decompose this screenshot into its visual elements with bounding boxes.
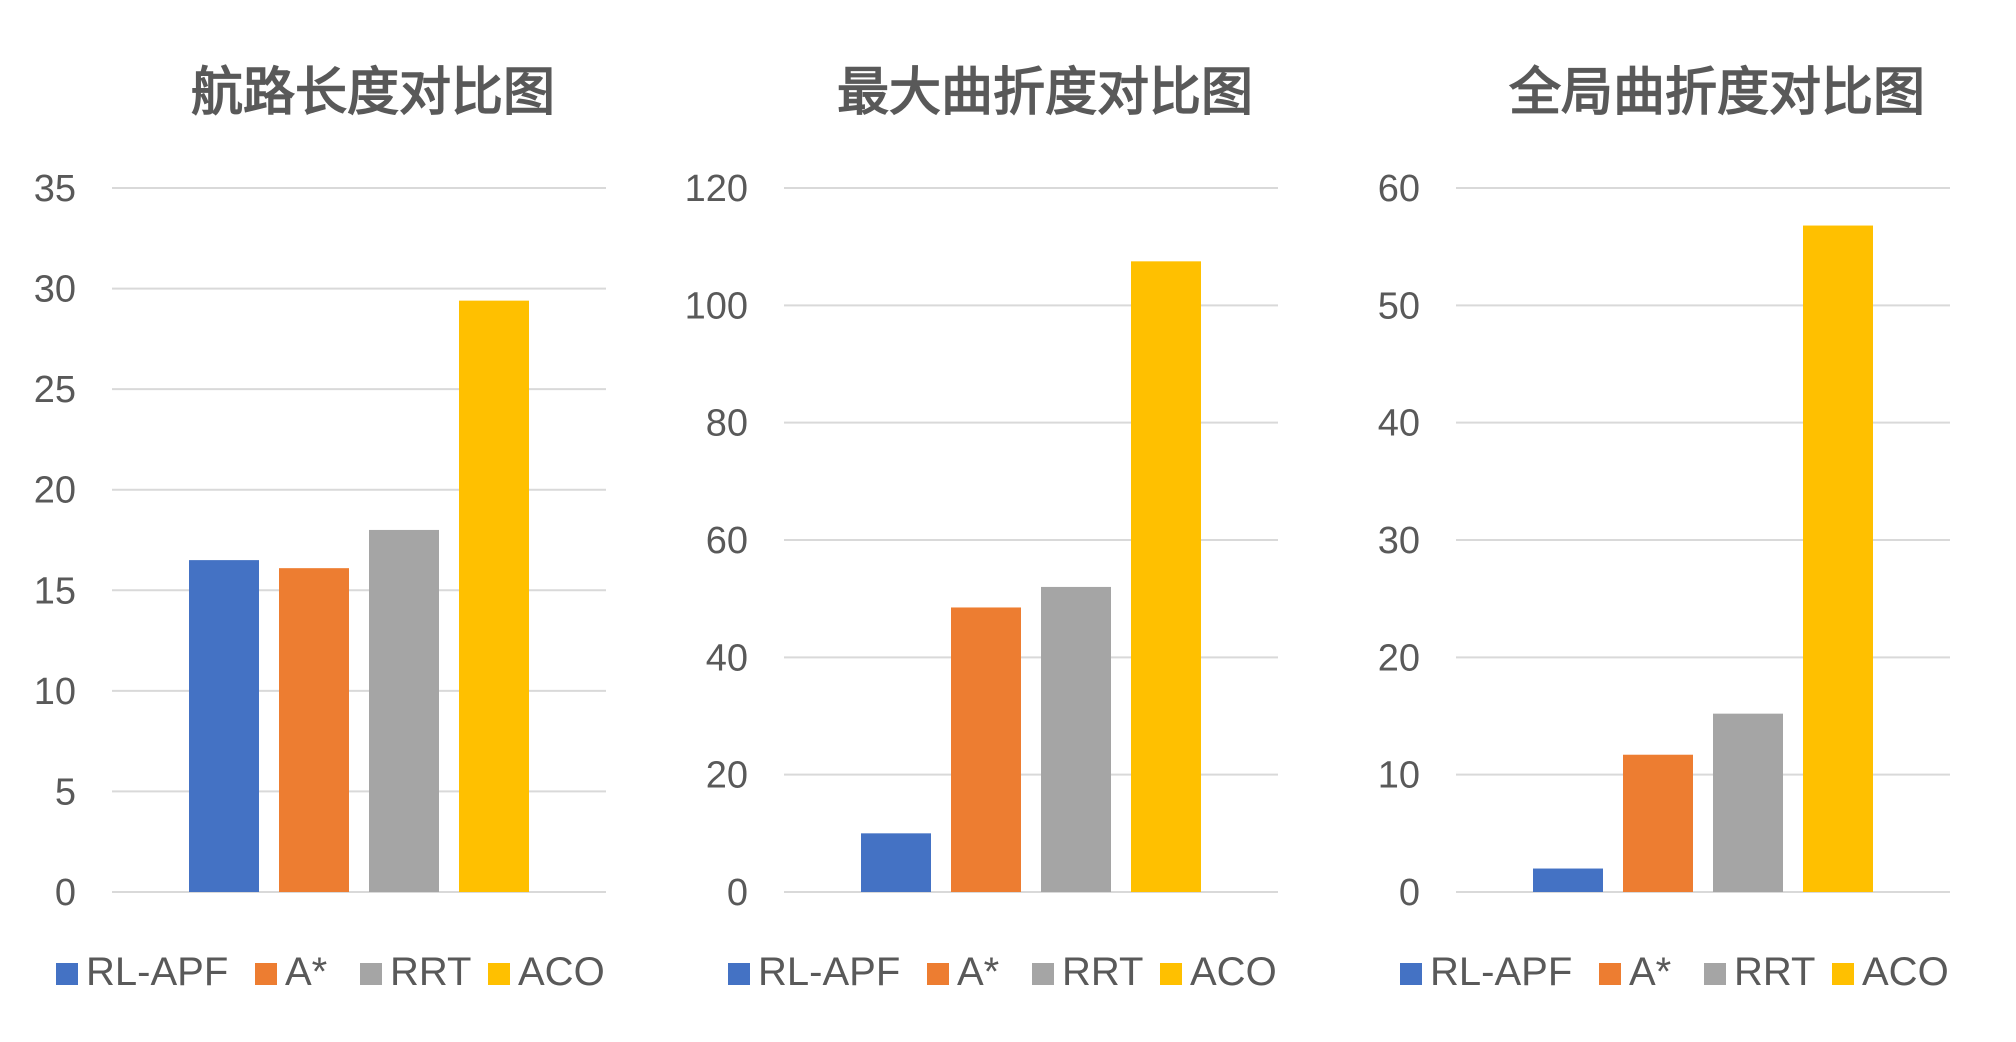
y-tick-label: 120 [685, 168, 748, 210]
legend-swatch [360, 963, 382, 985]
y-tick-label: 35 [34, 168, 76, 210]
chart-panel-route-length: 航路长度对比图 0 5 10 15 20 25 30 35 RL-APF A* RRT ACO [0, 0, 672, 1042]
legend-label: ACO [518, 950, 605, 994]
legend-label: RRT [1734, 950, 1815, 994]
legend-swatch [1704, 963, 1726, 985]
bar-rl-apf [1533, 868, 1603, 892]
legend-swatch [56, 963, 78, 985]
y-tick-label: 10 [34, 671, 76, 713]
legend-label: A* [1629, 950, 1671, 994]
legend-label: ACO [1190, 950, 1277, 994]
bar-aco [1803, 225, 1873, 893]
bar-rrt [1041, 586, 1111, 892]
bar-rl-apf [189, 560, 259, 892]
y-tick-label: 10 [1378, 755, 1420, 797]
legend-label: RRT [390, 950, 471, 994]
legend-label: A* [957, 950, 999, 994]
legend-label: RL-APF [1430, 950, 1572, 994]
bar-aco [459, 300, 529, 892]
legend-swatch [1160, 963, 1182, 985]
legend-label: RL-APF [86, 950, 228, 994]
bar-rrt [1713, 713, 1783, 892]
legend-swatch [1400, 963, 1422, 985]
chart-panel-global-tortuosity: 全局曲折度对比图 0 10 20 30 40 50 60 RL-APF A* RRT ACO [1344, 0, 2016, 1042]
bar-a [951, 607, 1021, 892]
y-tick-label: 50 [1378, 285, 1420, 327]
chart-svg-global-tortuosity: 全局曲折度对比图 0 10 20 30 40 50 60 RL-APF A* RRT ACO [1378, 63, 1950, 994]
legend-label: RL-APF [758, 950, 900, 994]
bar-rrt [369, 529, 439, 892]
legend-label: ACO [1862, 950, 1949, 994]
chart-title: 航路长度对比图 [191, 63, 555, 123]
legend-swatch [488, 963, 510, 985]
bar-a [279, 568, 349, 892]
y-tick-label: 0 [1399, 872, 1420, 914]
y-tick-label: 20 [1378, 637, 1420, 679]
y-tick-label: 100 [685, 285, 748, 327]
chart-svg-route-length: 航路长度对比图 0 5 10 15 20 25 30 35 RL-APF A* RRT ACO [34, 63, 606, 994]
chart-title: 最大曲折度对比图 [837, 63, 1253, 123]
y-tick-label: 20 [34, 470, 76, 512]
y-tick-label: 15 [34, 570, 76, 612]
chart-svg-max-tortuosity: 最大曲折度对比图 0 20 40 60 80 100 120 RL-APF A* RRT ACO [685, 63, 1278, 994]
legend-swatch [927, 963, 949, 985]
y-tick-label: 40 [1378, 403, 1420, 445]
y-tick-label: 0 [55, 872, 76, 914]
chart-title: 全局曲折度对比图 [1508, 63, 1925, 123]
bar-a [1623, 754, 1693, 892]
y-tick-label: 5 [55, 771, 76, 813]
y-tick-label: 80 [706, 403, 748, 445]
legend-swatch [1032, 963, 1054, 985]
chart-panel-max-tortuosity: 最大曲折度对比图 0 20 40 60 80 100 120 RL-APF A* RRT ACO [672, 0, 1344, 1042]
y-tick-label: 0 [727, 872, 748, 914]
y-tick-label: 60 [706, 520, 748, 562]
y-tick-label: 25 [34, 369, 76, 411]
legend-swatch [728, 963, 750, 985]
legend-swatch [255, 963, 277, 985]
legend-label: A* [285, 950, 327, 994]
bar-aco [1131, 261, 1201, 892]
legend-swatch [1599, 963, 1621, 985]
bar-rl-apf [861, 833, 931, 892]
legend-swatch [1832, 963, 1854, 985]
y-tick-label: 30 [34, 269, 76, 311]
y-tick-label: 20 [706, 755, 748, 797]
legend-label: RRT [1062, 950, 1143, 994]
y-tick-label: 30 [1378, 520, 1420, 562]
y-tick-label: 60 [1378, 168, 1420, 210]
y-tick-label: 40 [706, 637, 748, 679]
